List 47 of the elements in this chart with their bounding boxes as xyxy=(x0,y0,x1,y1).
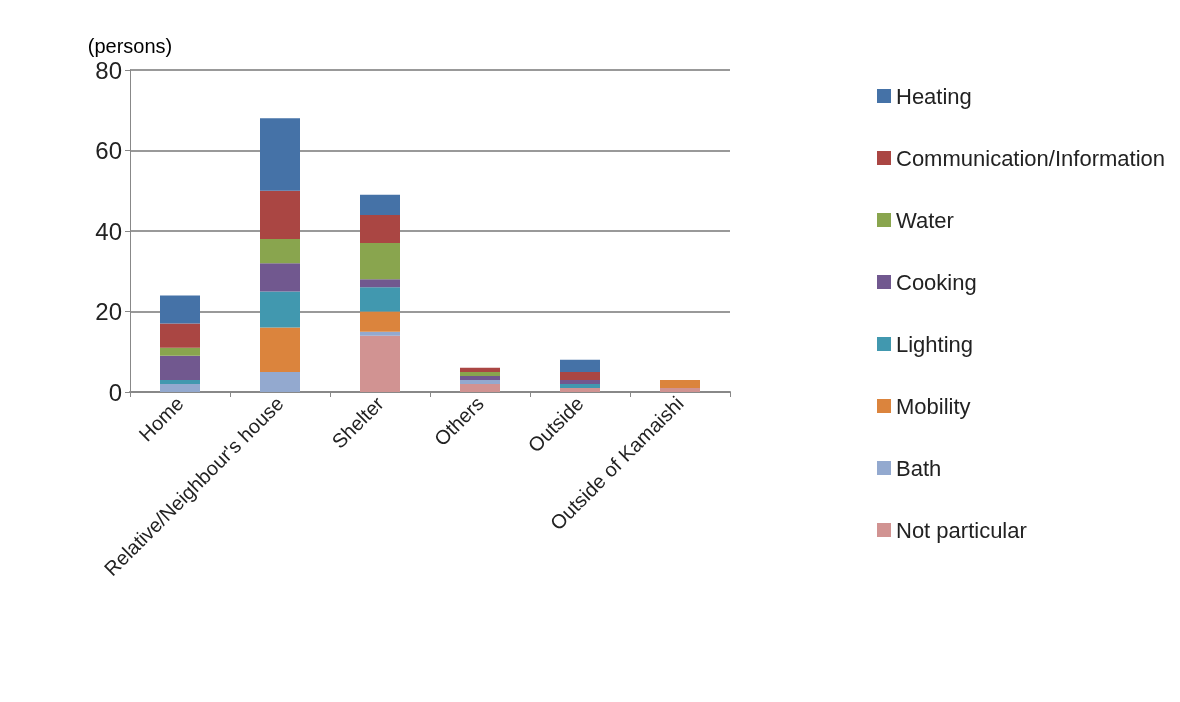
legend-label: Heating xyxy=(895,83,972,109)
y-tick-label: 40 xyxy=(95,217,122,245)
bar xyxy=(160,295,200,324)
bar xyxy=(260,190,300,240)
legend-label: Communication/Information xyxy=(895,145,1166,171)
bar xyxy=(560,359,600,372)
bar xyxy=(360,331,400,336)
bar xyxy=(460,375,500,380)
bar xyxy=(260,371,300,392)
bar xyxy=(660,387,700,392)
bar xyxy=(360,335,400,392)
bar xyxy=(660,379,700,388)
legend-label: Not particular xyxy=(895,517,1027,543)
legend-label: Lighting xyxy=(895,331,974,357)
bar xyxy=(160,355,200,380)
bar xyxy=(260,263,300,292)
bar xyxy=(560,387,600,392)
bar xyxy=(560,371,600,380)
bar xyxy=(260,118,300,191)
bar xyxy=(360,311,400,332)
bar xyxy=(260,291,300,328)
bar xyxy=(460,367,500,372)
bar xyxy=(360,214,400,244)
bar xyxy=(160,323,200,348)
y-tick-label: 80 xyxy=(95,56,122,84)
bar xyxy=(360,279,400,288)
y-tick-label: 60 xyxy=(95,137,122,164)
bar xyxy=(560,383,600,388)
bar xyxy=(160,383,200,392)
bar xyxy=(460,379,500,384)
bar xyxy=(460,383,500,392)
y-tick-label: 20 xyxy=(95,298,122,325)
bar xyxy=(160,347,200,356)
bar xyxy=(360,243,400,280)
legend-label: Cooking xyxy=(895,269,977,295)
bar xyxy=(160,379,200,384)
bar xyxy=(360,287,400,312)
bar xyxy=(260,327,300,372)
y-tick-label: 0 xyxy=(108,378,122,406)
legend-label: Bath xyxy=(895,455,942,481)
bar xyxy=(460,371,500,376)
bar xyxy=(260,239,300,264)
y-axis-title: (persons) xyxy=(87,35,173,57)
legend-label: Mobility xyxy=(895,393,971,419)
bar xyxy=(560,379,600,384)
bar xyxy=(360,194,400,215)
legend-label: Water xyxy=(895,207,954,233)
